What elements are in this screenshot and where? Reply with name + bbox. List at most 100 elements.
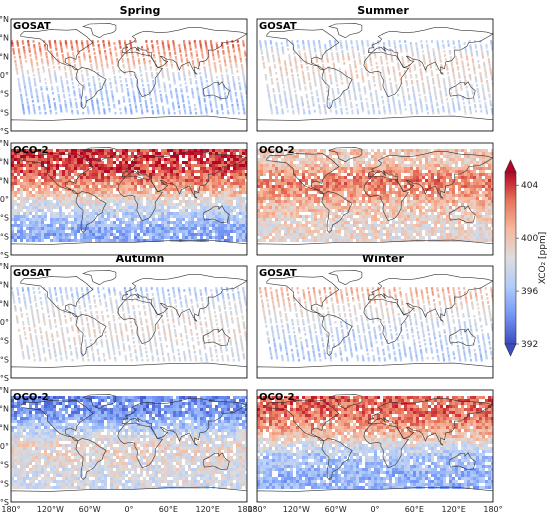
xco2-sounding bbox=[83, 54, 86, 57]
xco2-cell bbox=[119, 170, 122, 173]
xco2-sounding bbox=[262, 64, 265, 67]
coastline bbox=[368, 27, 493, 75]
xco2-sounding bbox=[315, 58, 318, 61]
xco2-sounding bbox=[382, 70, 385, 73]
xco2-sounding bbox=[217, 83, 220, 87]
xco2-sounding bbox=[137, 91, 140, 95]
xco2-cell bbox=[224, 203, 227, 206]
xco2-cell bbox=[269, 200, 272, 203]
xco2-cell bbox=[77, 191, 80, 194]
xco2-cell bbox=[26, 188, 29, 191]
xco2-cell bbox=[212, 152, 215, 155]
xco2-cell bbox=[47, 227, 50, 230]
xco2-sounding bbox=[427, 81, 430, 85]
xco2-cell bbox=[152, 230, 155, 233]
xco2-sounding bbox=[178, 109, 181, 113]
xco2-cell bbox=[38, 239, 41, 242]
xco2-cell bbox=[152, 206, 155, 209]
xco2-cell bbox=[215, 221, 218, 224]
xco2-cell bbox=[98, 188, 101, 191]
xco2-sounding bbox=[482, 89, 485, 93]
xco2-sounding bbox=[298, 50, 301, 53]
xco2-cell bbox=[44, 152, 47, 155]
xco2-sounding bbox=[168, 83, 171, 87]
xco2-cell bbox=[272, 149, 275, 152]
xco2-sounding bbox=[354, 95, 357, 99]
xco2-cell bbox=[149, 197, 152, 200]
xco2-cell bbox=[143, 188, 146, 191]
xco2-cell bbox=[275, 212, 278, 215]
xco2-cell bbox=[158, 173, 161, 176]
xco2-sounding bbox=[393, 105, 396, 109]
xco2-sounding bbox=[26, 97, 29, 101]
xco2-cell bbox=[236, 224, 239, 227]
xco2-sounding bbox=[453, 107, 456, 111]
xco2-cell bbox=[152, 209, 155, 212]
xco2-sounding bbox=[406, 83, 409, 87]
xco2-sounding bbox=[324, 109, 327, 113]
coastlines bbox=[257, 23, 493, 131]
xco2-sounding bbox=[269, 40, 272, 43]
xco2-cell bbox=[233, 173, 236, 176]
xco2-sounding bbox=[468, 105, 471, 109]
xco2-sounding bbox=[230, 68, 233, 71]
xco2-sounding bbox=[212, 87, 215, 91]
xco2-sounding bbox=[175, 89, 178, 93]
xco2-sounding bbox=[128, 99, 131, 103]
xco2-sounding bbox=[318, 40, 321, 43]
xco2-cell bbox=[242, 200, 245, 203]
xco2-sounding bbox=[109, 81, 112, 85]
xco2-cell bbox=[65, 218, 68, 221]
xco2-cell bbox=[59, 182, 62, 185]
xco2-sounding bbox=[94, 87, 97, 91]
xco2-sounding bbox=[402, 64, 405, 67]
xco2-cell bbox=[56, 212, 59, 215]
xco2-sounding bbox=[130, 79, 133, 83]
xco2-cell bbox=[260, 215, 263, 218]
xco2-sounding bbox=[260, 50, 263, 53]
xco2-cell bbox=[47, 200, 50, 203]
xco2-sounding bbox=[241, 68, 244, 71]
xco2-sounding bbox=[45, 56, 48, 59]
xco2-cell bbox=[230, 152, 233, 155]
xco2-sounding bbox=[18, 85, 21, 89]
xco2-cell bbox=[140, 173, 143, 176]
xco2-cell bbox=[119, 191, 122, 194]
xco2-cell bbox=[245, 230, 247, 233]
xco2-sounding bbox=[69, 70, 72, 73]
xco2-cell bbox=[155, 239, 158, 242]
xco2-sounding bbox=[359, 93, 362, 97]
xco2-cell bbox=[263, 161, 266, 164]
xco2-sounding bbox=[293, 56, 296, 59]
xco2-cell bbox=[17, 209, 20, 212]
xco2-sounding bbox=[442, 77, 445, 81]
xco2-sounding bbox=[154, 95, 157, 99]
xco2-sounding bbox=[32, 40, 35, 43]
xco2-sounding bbox=[161, 72, 164, 75]
xco2-sounding bbox=[476, 87, 479, 91]
xco2-sounding bbox=[295, 95, 298, 99]
xco2-cell bbox=[272, 239, 275, 242]
xco2-sounding bbox=[126, 87, 129, 91]
xco2-cell bbox=[155, 206, 158, 209]
xco2-sounding bbox=[313, 42, 316, 45]
xco2-cell bbox=[116, 158, 119, 161]
xco2-sounding bbox=[42, 97, 45, 101]
xco2-cell bbox=[95, 194, 98, 197]
xco2-sounding bbox=[468, 101, 471, 105]
xco2-sounding bbox=[251, 92, 253, 95]
xco2-cell bbox=[230, 200, 233, 203]
xco2-sounding bbox=[471, 60, 474, 63]
xco2-cell bbox=[197, 212, 200, 215]
xco2-cell bbox=[161, 176, 164, 179]
xco2-cell bbox=[233, 179, 236, 182]
xco2-cell bbox=[236, 167, 239, 170]
xco2-sounding bbox=[67, 89, 70, 93]
xco2-sounding bbox=[30, 58, 33, 61]
xco2-cell bbox=[161, 236, 164, 239]
xco2-cell bbox=[14, 194, 17, 197]
xco2-sounding bbox=[70, 105, 73, 109]
xco2-sounding bbox=[61, 54, 64, 57]
xco2-sounding bbox=[378, 77, 381, 81]
xco2-sounding bbox=[367, 109, 370, 113]
